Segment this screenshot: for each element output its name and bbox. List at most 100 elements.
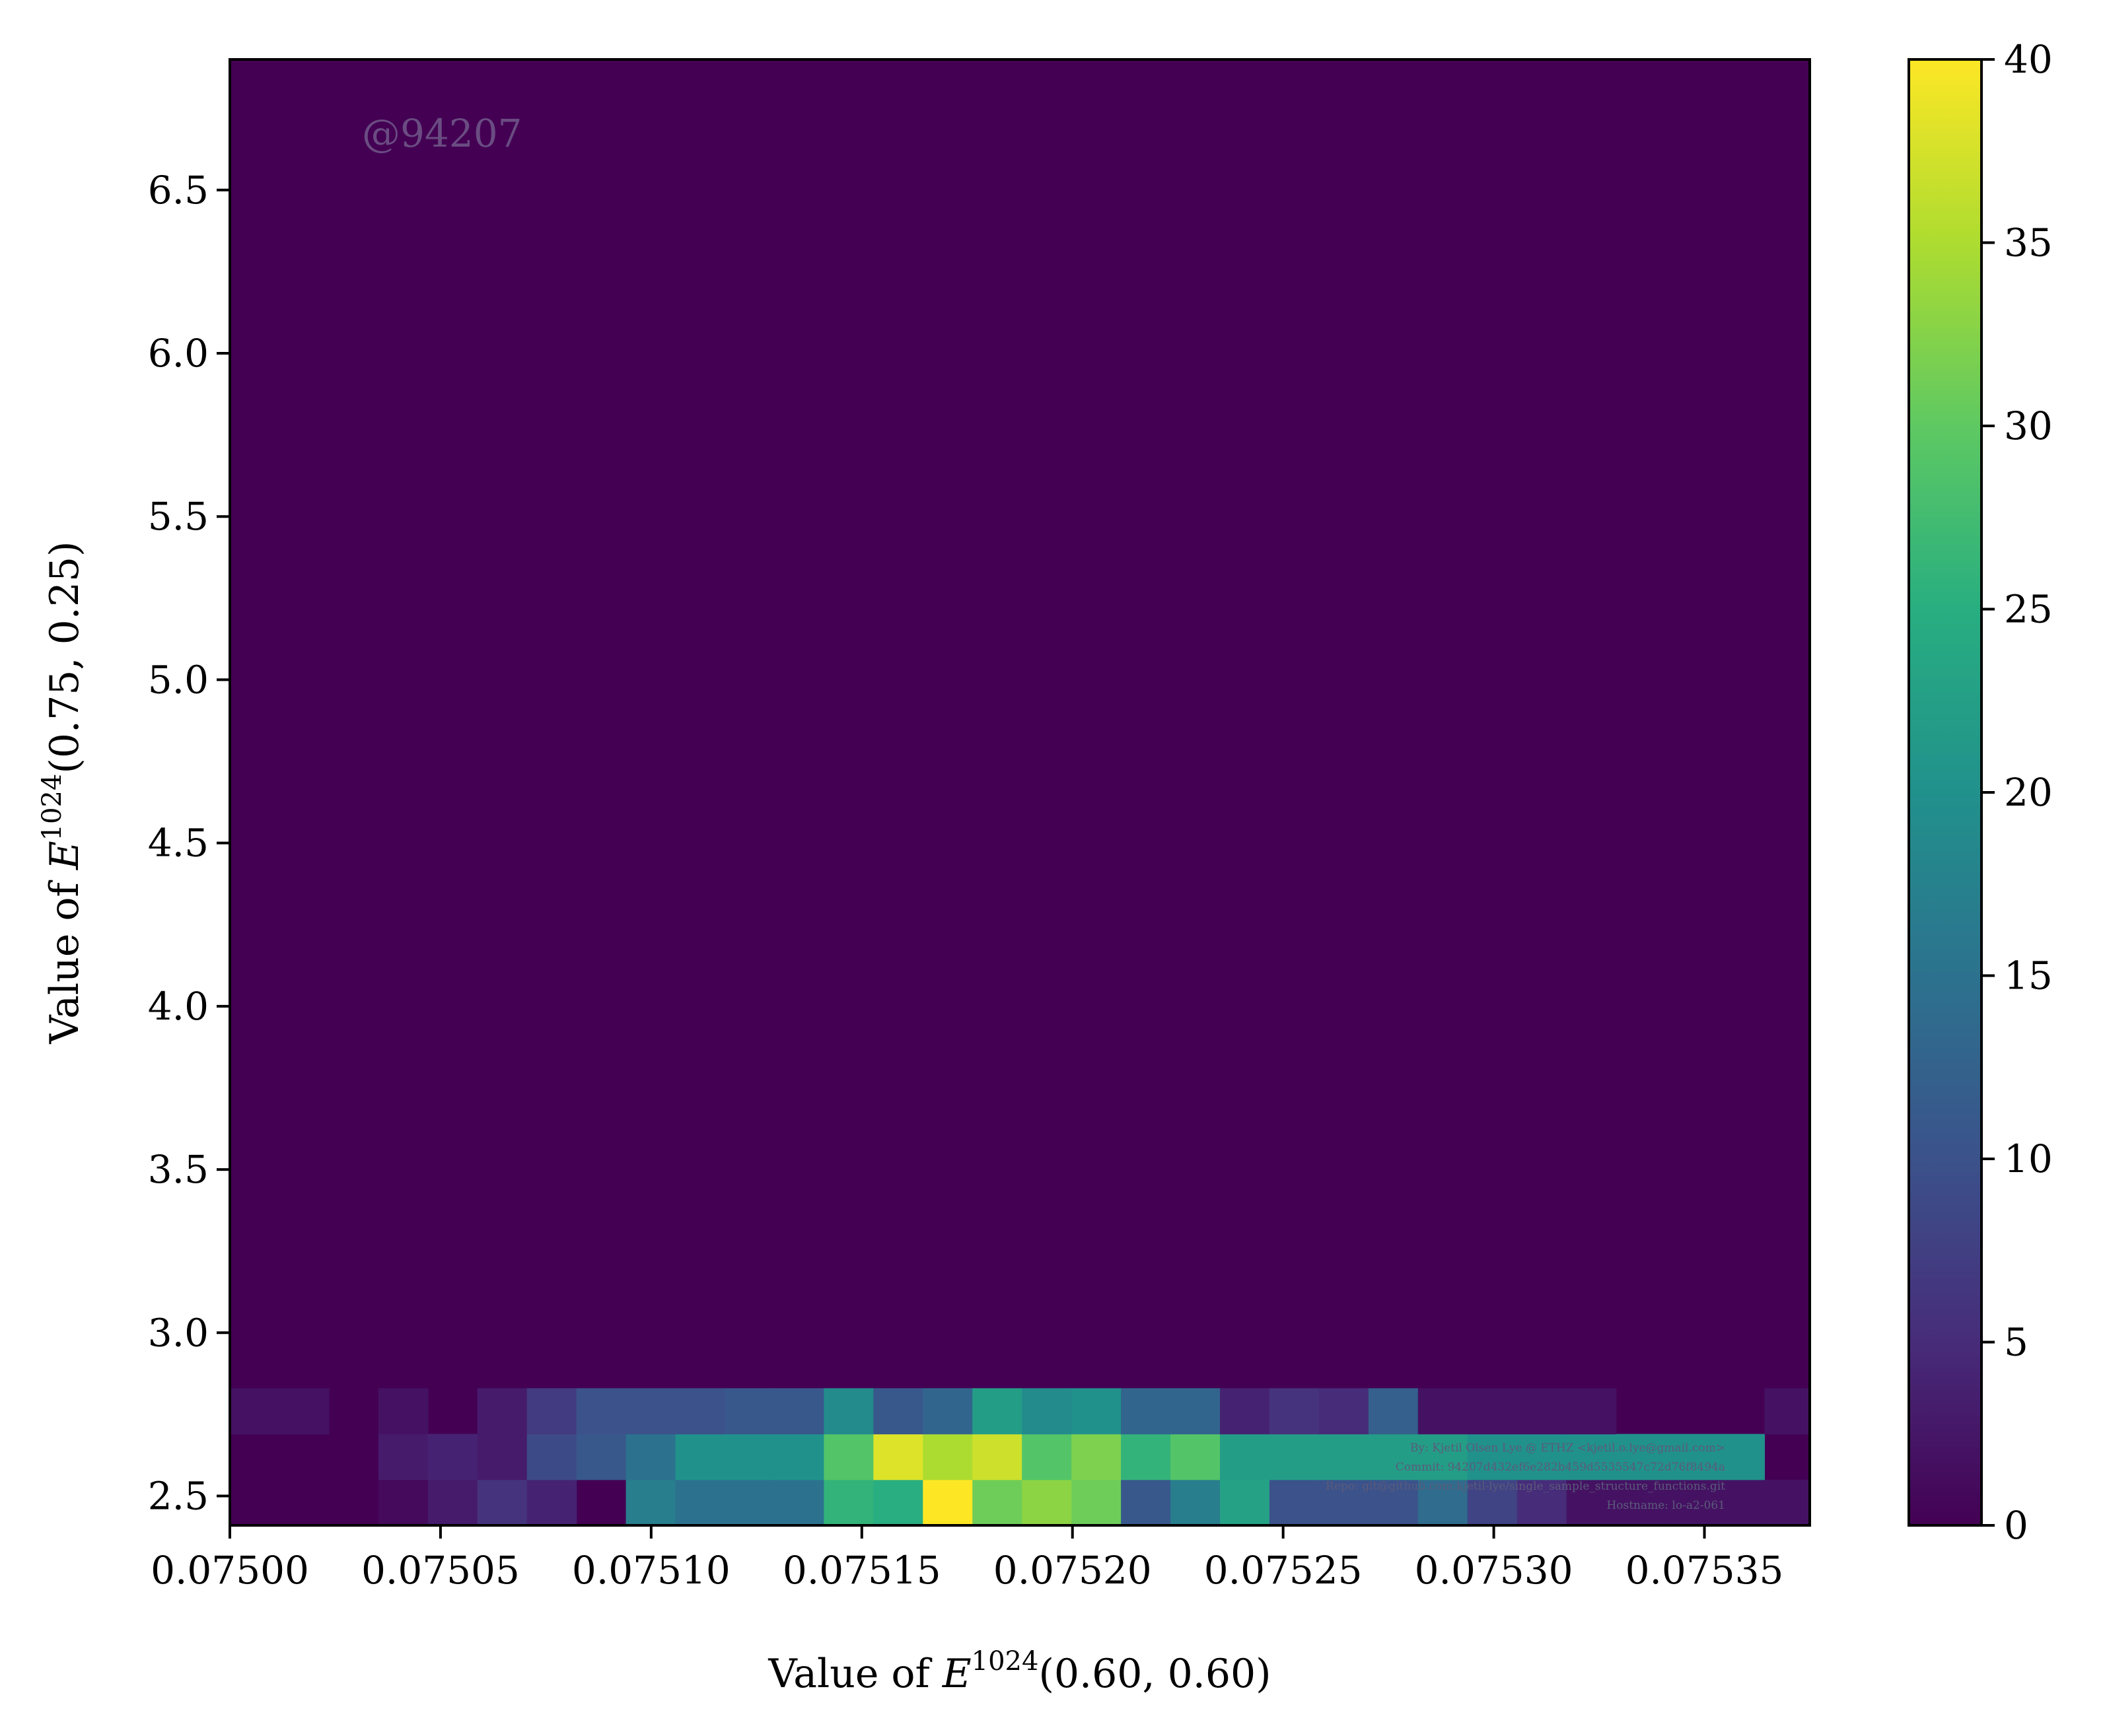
histogram-bin bbox=[1417, 1479, 1468, 1525]
histogram-bin bbox=[526, 1434, 577, 1480]
colorbar-tick-label: 20 bbox=[2004, 770, 2053, 815]
y-tick-label: 6.0 bbox=[148, 331, 209, 376]
histogram-bin bbox=[1170, 1479, 1221, 1525]
credit-block: By: Kjetil Olsen Lye @ ETHZ <kjetil.o.ly… bbox=[1326, 1441, 1725, 1512]
histogram-bin bbox=[1269, 1434, 1320, 1480]
x-tick-label: 0.07510 bbox=[572, 1548, 731, 1593]
credit-line-3: Repo: git@github.com:kjetil-lye/single_s… bbox=[1326, 1480, 1725, 1493]
histogram-bin bbox=[1863, 1480, 1913, 1526]
histogram-bin bbox=[1467, 1388, 1518, 1435]
histogram-bin bbox=[1368, 1388, 1419, 1435]
histogram-bin bbox=[1170, 1388, 1221, 1435]
histogram-bin bbox=[1715, 1479, 1766, 1525]
histogram-bin bbox=[427, 1479, 478, 1525]
colorbar-tick-label: 40 bbox=[2004, 37, 2053, 82]
colorbar-tick-label: 0 bbox=[2004, 1503, 2028, 1548]
histogram-bin bbox=[725, 1388, 775, 1435]
histogram-bin bbox=[477, 1434, 528, 1480]
histogram-bin bbox=[873, 1434, 923, 1480]
histogram-bin bbox=[1071, 1479, 1122, 1525]
histogram-bin bbox=[1417, 1434, 1468, 1480]
colorbar-ticks: 0 5 10 15 20 25 30 35 40 bbox=[1981, 37, 2053, 1548]
colorbar bbox=[1908, 58, 1983, 1527]
histogram-bin bbox=[873, 1388, 923, 1435]
y-tick-label: 3.0 bbox=[148, 1310, 209, 1355]
y-tick-label: 6.5 bbox=[148, 168, 209, 213]
y-tick-label: 2.5 bbox=[148, 1474, 209, 1519]
histogram-bin bbox=[972, 1434, 1022, 1480]
histogram-bins bbox=[230, 1388, 1913, 1526]
histogram-bin bbox=[1022, 1388, 1072, 1435]
histogram-bin bbox=[972, 1388, 1022, 1435]
histogram-bin bbox=[625, 1479, 676, 1525]
y-tick-label: 5.5 bbox=[148, 494, 209, 539]
y-tick-label: 4.5 bbox=[148, 821, 209, 866]
histogram-bin bbox=[1219, 1388, 1270, 1435]
histogram-bin bbox=[1071, 1388, 1122, 1435]
y-axis-label: Value of E1024(0.75, 0.25) bbox=[37, 541, 88, 1044]
colorbar-tick-label: 25 bbox=[2004, 587, 2053, 632]
colorbar-tick-label: 30 bbox=[2004, 403, 2053, 448]
x-tick-label: 0.07500 bbox=[151, 1548, 309, 1593]
x-tick-label: 0.07515 bbox=[783, 1548, 941, 1593]
histogram-bin bbox=[378, 1388, 429, 1435]
histogram-bin bbox=[1121, 1388, 1171, 1435]
credit-line-1: By: Kjetil Olsen Lye @ ETHZ <kjetil.o.ly… bbox=[1410, 1441, 1725, 1455]
histogram-bin bbox=[1516, 1479, 1567, 1525]
x-axis-label: Value of E1024(0.60, 0.60) bbox=[767, 1646, 1271, 1697]
credit-line-2: Commit: 94207d432ef6e282b459d5535547c72d… bbox=[1396, 1461, 1725, 1474]
histogram-bin bbox=[477, 1388, 528, 1435]
histogram-bin bbox=[1022, 1434, 1072, 1480]
histogram-bin bbox=[1269, 1479, 1320, 1525]
histogram-bin bbox=[824, 1479, 874, 1525]
histogram-bin bbox=[824, 1434, 874, 1480]
histogram-bin bbox=[1616, 1479, 1666, 1525]
histogram-bin bbox=[1368, 1479, 1419, 1525]
histogram-bin bbox=[1121, 1479, 1171, 1525]
histogram-bin bbox=[230, 1388, 280, 1435]
y-tick-label: 5.0 bbox=[148, 657, 209, 702]
histogram-bin bbox=[675, 1388, 726, 1435]
colorbar-tick-label: 35 bbox=[2004, 221, 2053, 265]
histogram-bin bbox=[1814, 1480, 1864, 1526]
histogram-bin bbox=[725, 1434, 775, 1480]
histogram-bin bbox=[1566, 1388, 1617, 1435]
y-tick-label: 3.5 bbox=[148, 1147, 209, 1192]
histogram-bin bbox=[1318, 1388, 1369, 1435]
histogram-bin bbox=[923, 1434, 973, 1480]
histogram-bin bbox=[1616, 1434, 1666, 1480]
histogram-bin bbox=[1665, 1434, 1716, 1480]
histogram-bin bbox=[675, 1479, 726, 1525]
histogram-bin bbox=[972, 1479, 1022, 1525]
histogram-bin bbox=[576, 1434, 627, 1480]
histogram-bin bbox=[1516, 1388, 1567, 1435]
histogram-bin bbox=[1219, 1479, 1270, 1525]
colorbar-tick-label: 15 bbox=[2004, 954, 2053, 998]
histogram-bin bbox=[873, 1479, 923, 1525]
histogram-bin bbox=[675, 1434, 726, 1480]
plot-area bbox=[230, 59, 1810, 1525]
histogram-bin bbox=[1715, 1434, 1766, 1480]
histogram-bin bbox=[378, 1479, 429, 1525]
histogram-bin bbox=[625, 1388, 676, 1435]
histogram-bin bbox=[824, 1388, 874, 1435]
x-tick-label: 0.07535 bbox=[1625, 1548, 1784, 1593]
histogram-bin bbox=[576, 1388, 627, 1435]
histogram-bin bbox=[774, 1479, 824, 1525]
x-tick-label: 0.07525 bbox=[1204, 1548, 1363, 1593]
histogram-bin bbox=[625, 1434, 676, 1480]
x-axis: 0.07500 0.07505 0.07510 0.07515 0.07520 0.075… bbox=[151, 1525, 1783, 1593]
histogram-bin bbox=[1269, 1388, 1320, 1435]
histogram-bin bbox=[1467, 1434, 1518, 1480]
histogram-bin bbox=[923, 1388, 973, 1435]
x-tick-label: 0.07505 bbox=[361, 1548, 520, 1593]
credit-line-4: Hostname: lo-a2-061 bbox=[1606, 1499, 1725, 1512]
histogram-bin bbox=[1022, 1479, 1072, 1525]
histogram-bin bbox=[1219, 1434, 1270, 1480]
histogram-bin bbox=[1566, 1479, 1617, 1525]
histogram-bin bbox=[1566, 1434, 1617, 1480]
histogram-bin bbox=[923, 1479, 973, 1525]
histogram-bin bbox=[477, 1479, 528, 1525]
histogram-bin bbox=[427, 1434, 478, 1480]
